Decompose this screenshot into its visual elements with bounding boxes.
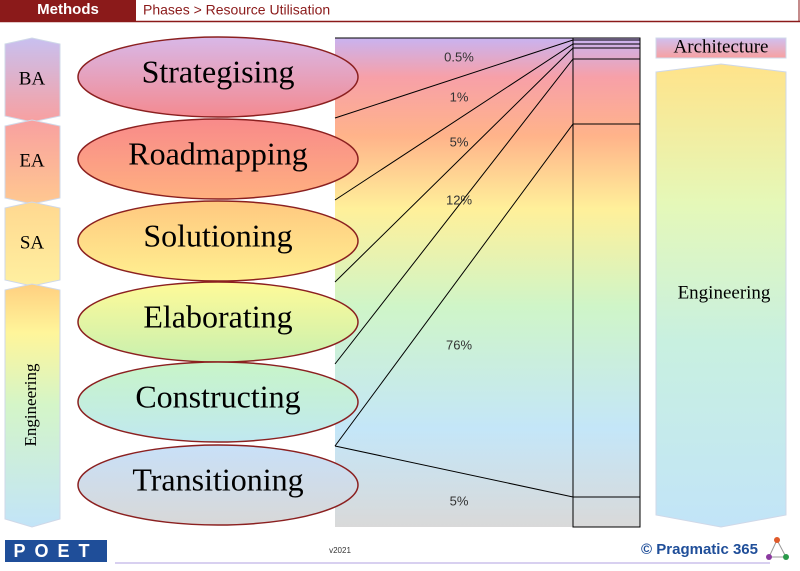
- discipline-box: [655, 37, 787, 59]
- phase-label: Transitioning: [132, 461, 303, 497]
- logo: POET: [13, 541, 98, 561]
- brand-icon: [766, 537, 789, 560]
- role-label: EA: [19, 150, 45, 171]
- role-label: BA: [19, 68, 46, 89]
- funnel-lines: [334, 37, 640, 498]
- brand: © Pragmatic 365: [641, 541, 758, 558]
- funnel-area: [335, 38, 573, 527]
- phase-ellipse: [77, 200, 359, 282]
- phase-label: Roadmapping: [128, 135, 308, 171]
- phase-ellipse: [77, 36, 359, 118]
- phase-share: 1%: [450, 89, 469, 104]
- utilisation-bar: [572, 37, 641, 528]
- phase-share: 12%: [446, 192, 472, 207]
- phase-share: 76%: [446, 337, 472, 352]
- phase-share: 0.5%: [444, 49, 474, 64]
- discipline-label: Architecture: [674, 36, 769, 57]
- phase-ellipse: [77, 444, 359, 526]
- logo-box: [5, 540, 107, 562]
- phase-label: Solutioning: [143, 217, 292, 253]
- section-title: Methods: [37, 1, 99, 18]
- phase-label: Elaborating: [143, 298, 292, 334]
- role-label: SA: [20, 232, 45, 253]
- role-chevron: [4, 283, 61, 528]
- phase-share: 5%: [450, 493, 469, 508]
- discipline-chevron: [655, 63, 787, 528]
- phase-label: Strategising: [142, 53, 295, 89]
- phase-ellipse: [77, 118, 359, 200]
- role-chevron: [4, 201, 61, 287]
- phase-share: 5%: [450, 134, 469, 149]
- discipline-label: Engineering: [678, 282, 771, 303]
- role-chevron: [4, 119, 61, 205]
- phase-ellipse: [77, 361, 359, 443]
- role-chevron: [4, 37, 61, 123]
- breadcrumb: Phases > Resource Utilisation: [143, 2, 330, 18]
- phase-label: Constructing: [135, 378, 300, 414]
- version: v2021: [329, 546, 351, 555]
- role-label: Engineering: [21, 363, 40, 447]
- section-tab: [0, 0, 136, 21]
